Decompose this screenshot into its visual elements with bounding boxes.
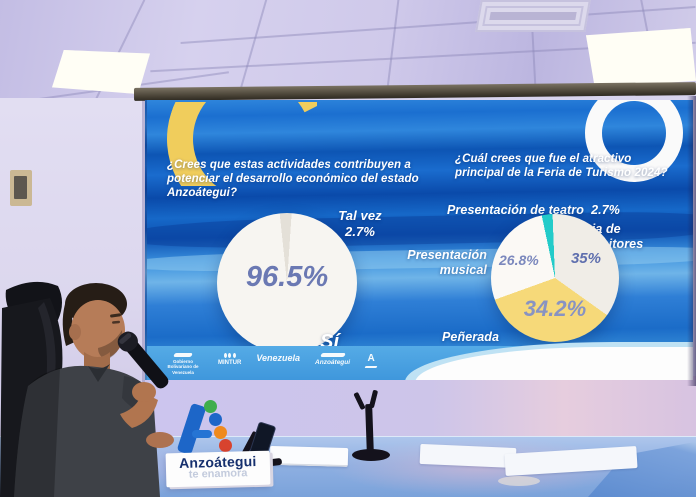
ceiling-light-panel-left <box>52 50 150 94</box>
musical-label: Presentación musical <box>407 248 487 278</box>
microphone-head <box>117 331 138 352</box>
microphone-grille-highlight <box>119 333 132 344</box>
venezuela-logo-label: Venezuela <box>256 353 301 363</box>
screen-right-bezel <box>687 96 696 386</box>
anzoategui-a-label: A <box>367 353 375 364</box>
wall-switch-plate <box>14 176 27 199</box>
anzoategui-a-sculpture <box>168 398 240 456</box>
anzoategui-swoosh-icon <box>319 353 346 357</box>
a-sculpture-orange-dot <box>214 426 227 439</box>
mintur-logo-label: MINTUR <box>218 360 242 366</box>
gobierno-bolivariano-logo: Gobierno Bolivariano de Venezuela <box>163 353 203 375</box>
presenter-with-chair <box>0 281 174 497</box>
musical-value: 26.8% <box>499 252 539 268</box>
penerada-label-line1: Peñerada <box>442 330 500 344</box>
teatro-callout: Presentación de teatro 2.7% <box>447 203 677 218</box>
presenter-beard-shadow <box>98 330 123 360</box>
venezuela-logo: Venezuela <box>256 353 300 363</box>
desk-round-sticker <box>498 476 540 486</box>
mintur-logo: MINTUR <box>218 353 241 366</box>
back-wall-below-screen <box>145 376 696 440</box>
anzoategui-logo-label: Anzoátegui <box>315 359 351 366</box>
maybe-value: 2.7% <box>344 223 376 239</box>
ceiling-light-panel-right <box>586 28 696 88</box>
anzoategui-gobernacion-logo: Anzoátegui <box>315 353 350 366</box>
presenter-hand-holding-mic <box>132 382 156 402</box>
teatro-label: Presentación de teatro <box>447 203 584 217</box>
wall-switch-panel <box>10 170 32 206</box>
right-question-title: ¿Cuál crees que fue el atractivo princip… <box>455 153 668 180</box>
anzoategui-desk-sign: Anzoátegui te enamora <box>165 450 271 488</box>
ceiling-grid-line <box>237 0 269 97</box>
a-sculpture-blue-dot <box>209 413 222 426</box>
anzoategui-a-underline <box>364 366 378 368</box>
left-question-title: ¿Crees que estas actividades contribuyen… <box>167 159 419 200</box>
mic-stand-base <box>352 449 390 461</box>
notebook <box>269 445 349 468</box>
handheld-microphone <box>117 331 169 389</box>
presenter-collar <box>88 364 110 382</box>
presenter-ear <box>69 324 81 340</box>
a-sculpture-green-dot <box>204 400 217 413</box>
institutional-logos-row: Gobierno Bolivariano de Venezuela MINTUR… <box>163 353 378 375</box>
paper-sheet <box>419 443 517 469</box>
wall-corner-shadow <box>142 98 146 438</box>
presenter-resting-hand <box>146 432 174 448</box>
a-sculpture-red-dot <box>219 439 232 452</box>
presenter-eye <box>112 320 121 324</box>
projection-screen: ¿Crees que estas actividades contribuyen… <box>145 100 693 380</box>
ceiling-grid-line <box>385 0 401 94</box>
a-sculpture-crossbar <box>192 430 212 438</box>
presenter-shirt-shadow <box>14 368 60 497</box>
pie-chart-economic-development: 96.5% <box>217 213 357 353</box>
microphone-handle <box>125 339 169 389</box>
penerada-value: 34.2% <box>523 296 587 321</box>
air-vent <box>475 0 591 32</box>
presenter-eyebrow <box>110 313 122 318</box>
yes-percentage-value: 96.5% <box>245 261 329 293</box>
a-sculpture-left-leg <box>176 402 207 456</box>
anzoategui-a-logo: A <box>364 353 378 368</box>
pie-chart-feria-atractivo: 26.8% 35% 34.2% <box>491 214 619 342</box>
teatro-value: 2.7% <box>591 203 621 217</box>
air-vent-core <box>489 12 577 20</box>
feria-value: 35% <box>570 250 601 267</box>
maybe-callout: Tal vez 2.7% <box>315 208 405 240</box>
maybe-label: Tal vez <box>338 208 382 223</box>
mintur-emblem-icon <box>223 353 236 358</box>
gobierno-logo-label: Gobierno Bolivariano de Venezuela <box>167 359 199 375</box>
